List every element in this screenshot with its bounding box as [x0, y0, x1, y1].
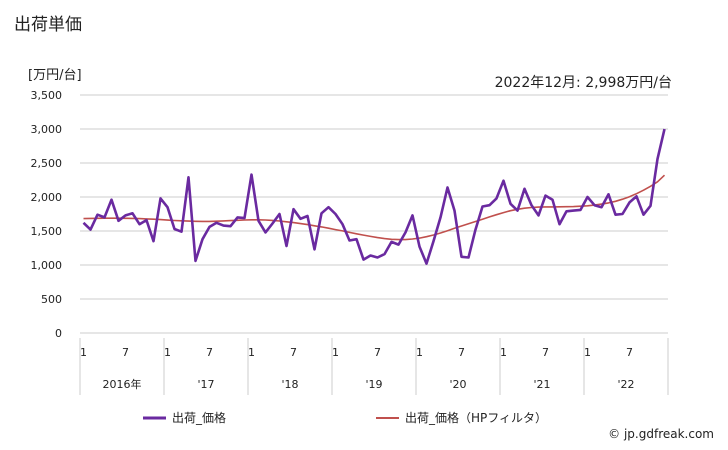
legend-label: 出荷_価格（HPフィルタ） — [405, 410, 547, 425]
x-tick-label: 1 — [416, 346, 423, 359]
x-tick-label: 1 — [80, 346, 87, 359]
x-tick-label: 7 — [374, 346, 381, 359]
x-year-label: '17 — [197, 378, 214, 391]
source-credit: © jp.gdfreak.com — [608, 427, 714, 441]
y-tick-label: 1,500 — [31, 225, 63, 238]
legend-label: 出荷_価格 — [172, 410, 226, 425]
x-year-label: '22 — [617, 378, 634, 391]
y-tick-label: 3,500 — [31, 89, 63, 102]
x-tick-label: 1 — [248, 346, 255, 359]
x-tick-label: 7 — [542, 346, 549, 359]
y-axis-unit-label: [万円/台] — [28, 68, 82, 83]
series-line-hp-filter — [83, 174, 666, 241]
y-tick-label: 500 — [41, 293, 62, 306]
x-tick-label: 1 — [164, 346, 171, 359]
y-tick-label: 2,000 — [31, 191, 63, 204]
x-year-label: '19 — [365, 378, 382, 391]
x-year-label: '21 — [533, 378, 550, 391]
x-year-label: '18 — [281, 378, 298, 391]
x-tick-label: 7 — [122, 346, 129, 359]
y-tick-label: 3,000 — [31, 123, 63, 136]
series-line-shipment-price — [82, 128, 666, 265]
y-tick-label: 2,500 — [31, 157, 63, 170]
x-tick-label: 1 — [584, 346, 591, 359]
x-tick-label: 7 — [290, 346, 297, 359]
latest-value-annotation: 2022年12月: 2,998万円/台 — [494, 75, 672, 91]
x-tick-label: 1 — [332, 346, 339, 359]
page-title: 出荷単価 — [14, 15, 82, 35]
x-year-label: 2016年 — [103, 377, 142, 391]
y-tick-label: 1,000 — [31, 259, 63, 272]
y-tick-label: 0 — [55, 327, 62, 340]
x-tick-label: 7 — [626, 346, 633, 359]
x-tick-label: 7 — [206, 346, 213, 359]
x-tick-label: 1 — [500, 346, 507, 359]
x-tick-label: 7 — [458, 346, 465, 359]
x-year-label: '20 — [449, 378, 466, 391]
